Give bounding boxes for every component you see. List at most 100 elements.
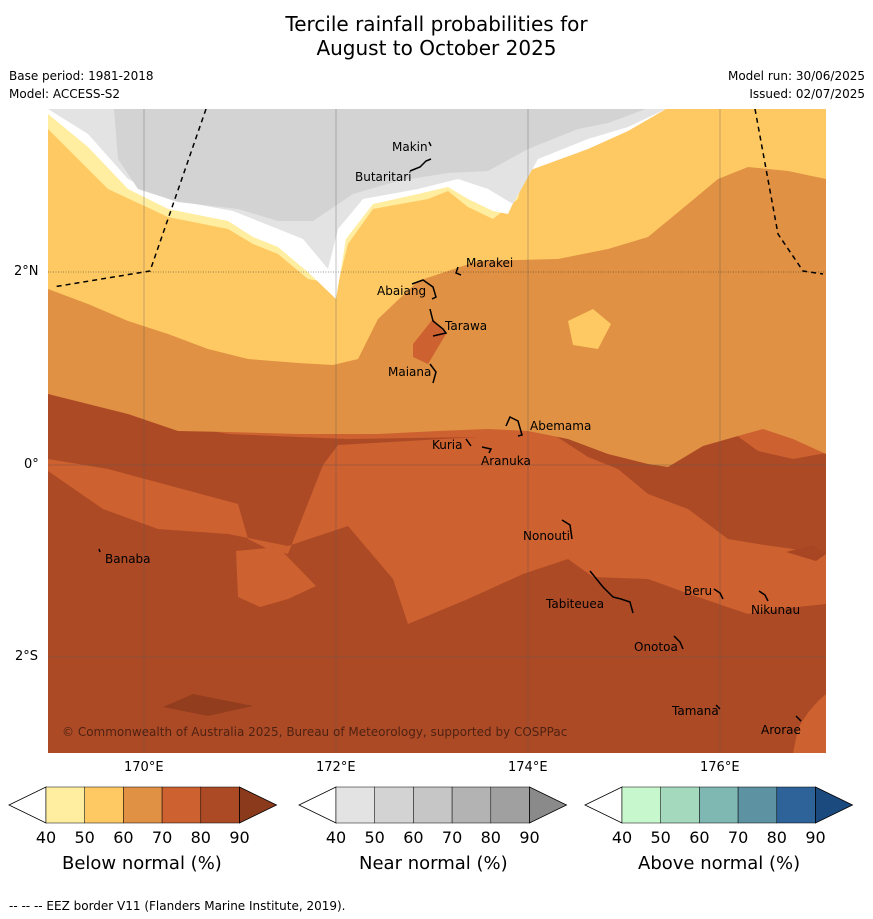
colorbar-near-max-arrow (529, 786, 568, 824)
label-kuria: Kuria (432, 438, 463, 452)
lon-label-172e: 172°E (316, 760, 356, 775)
label-tarawa: Tarawa (444, 319, 487, 333)
colorbar-near-swatch (413, 786, 453, 824)
label-onotoa: Onotoa (634, 640, 678, 654)
colorbar-near-min-arrow (298, 786, 337, 824)
colorbar-above-swatch (660, 786, 700, 824)
colorbar-near-tick: 70 (441, 828, 463, 847)
island-tarawa (429, 308, 448, 337)
copyright-notice: © Commonwealth of Australia 2025, Bureau… (62, 725, 567, 739)
colorbar-above-tick: 60 (689, 828, 710, 847)
islands (98, 141, 802, 722)
region-below-70b (236, 547, 316, 607)
island-aranuka (481, 446, 493, 454)
colorbar-near-tick: 60 (403, 828, 424, 847)
island-abemama (505, 415, 523, 437)
colorbar-near-title: Near normal (%) (359, 853, 508, 874)
lon-label-174e: 174°E (508, 760, 548, 775)
colorbar-above-min-arrow (584, 786, 623, 824)
model-run: Model run: 30/06/2025 (727, 69, 865, 83)
label-aranuka: Aranuka (481, 454, 531, 468)
label-abemama: Abemama (530, 419, 591, 433)
eez-border (52, 109, 824, 288)
colorbar-near-tick: 40 (325, 828, 347, 847)
colorbar-near (298, 786, 568, 824)
colorbar-below-tick: 70 (151, 828, 173, 847)
lat-label-0: 0° (24, 457, 39, 472)
island-nonouti (561, 519, 573, 540)
island-nikunau (758, 590, 769, 602)
label-makin: Makin (392, 140, 428, 154)
colorbar-near-tick: 50 (364, 828, 385, 847)
title-line-2: August to October 2025 (316, 36, 557, 60)
island-banaba (98, 548, 101, 553)
colorbar-near-swatch (335, 786, 375, 824)
issued-date: Issued: 02/07/2025 (749, 87, 865, 101)
label-butaritari: Butaritari (355, 170, 412, 184)
colorbar-above-max-arrow (815, 786, 854, 824)
label-abaiang: Abaiang (377, 284, 426, 298)
base-period: Base period: 1981-2018 (9, 69, 154, 83)
colorbar-near-swatch (451, 786, 492, 824)
lon-label-176e: 176°E (700, 760, 740, 775)
island-onotoa (673, 635, 684, 650)
colorbar-below-tick: 90 (229, 828, 250, 847)
colorbar-below-swatch (84, 786, 124, 824)
colorbar-below-tick: 50 (74, 828, 95, 847)
colorbar-below-swatch (45, 786, 85, 824)
colorbar-below-title: Below normal (%) (62, 853, 222, 874)
colorbar-below-tick: 40 (35, 828, 57, 847)
label-nikunau: Nikunau (751, 603, 800, 617)
label-beru: Beru (684, 584, 712, 598)
patch-below-90 (163, 694, 253, 716)
patch-below-50 (568, 309, 611, 349)
island-abaiang (411, 279, 437, 300)
colorbar-above-swatch (699, 786, 739, 824)
colorbar-below-tick: 80 (190, 828, 211, 847)
island-maiana (429, 363, 437, 384)
colorbar-below-tick: 60 (113, 828, 134, 847)
colorbar-above-title: Above normal (%) (638, 853, 801, 874)
meta-right: Model run: 30/06/2025 Issued: 02/07/2025 (728, 67, 865, 103)
lat-label-2n: 2°N (14, 264, 39, 279)
colorbar-near-tick: 80 (480, 828, 501, 847)
colorbar-below-max-arrow (239, 786, 278, 824)
place-labels: Makin Butaritari Marakei Abaiang Tarawa … (105, 140, 801, 737)
label-nonouti: Nonouti (523, 529, 570, 543)
island-arorae (795, 715, 802, 722)
island-makin (428, 141, 432, 147)
colorbar-below-swatch (200, 786, 240, 824)
colorbar-above-tick: 40 (611, 828, 633, 847)
region-near-50 (114, 109, 646, 221)
label-maiana: Maiana (388, 365, 431, 379)
map-svg: Makin Butaritari Marakei Abaiang Tarawa … (48, 109, 826, 753)
colorbar-above-swatch (737, 786, 778, 824)
colorbar-below (8, 786, 278, 824)
patch-below-70-east (786, 545, 826, 561)
colorbar-below-swatch (123, 786, 163, 824)
label-tamana: Tamana (671, 704, 719, 718)
map-title: Tercile rainfall probabilities for Augus… (0, 12, 873, 60)
model-name: Model: ACCESS-S2 (9, 87, 121, 101)
label-banaba: Banaba (105, 552, 151, 566)
island-tamana (715, 704, 721, 710)
colorbar-near-swatch (490, 786, 530, 824)
island-kuria (465, 438, 472, 447)
island-beru (713, 588, 724, 600)
eez-footer-note: -- -- -- EEZ border V11 (Flanders Marine… (9, 899, 346, 913)
lon-label-170e: 170°E (124, 760, 164, 775)
island-tabiteuea (589, 570, 634, 614)
label-marakei: Marakei (466, 256, 513, 270)
colorbar-above-tick: 70 (727, 828, 749, 847)
lat-label-2s: 2°S (15, 649, 39, 664)
patch-below-80-tarawa (413, 319, 446, 364)
label-arorae: Arorae (761, 723, 801, 737)
colorbar-below-min-arrow (8, 786, 47, 824)
colorbar-near-tick: 90 (519, 828, 540, 847)
island-butaritari (409, 158, 432, 172)
title-line-1: Tercile rainfall probabilities for (285, 12, 588, 36)
graticule (48, 109, 826, 753)
colorbar-near-swatch (374, 786, 414, 824)
colorbar-above-tick: 90 (805, 828, 826, 847)
colorbar-above (584, 786, 854, 824)
